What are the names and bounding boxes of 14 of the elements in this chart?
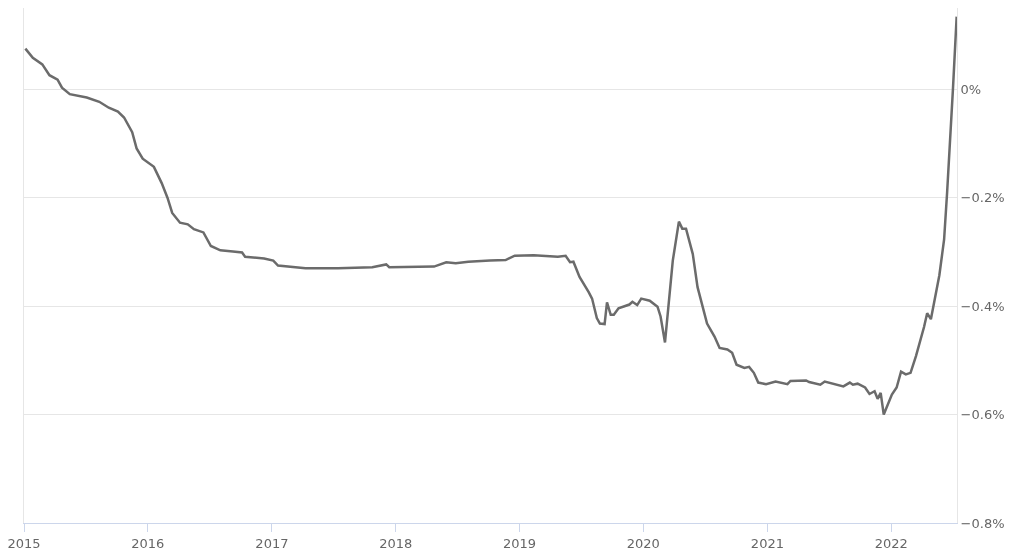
x-tick-label: 2015 [7,535,41,551]
x-tick-label: 2017 [255,535,289,551]
y-tick-label: −0.6% [960,407,1005,423]
x-tick-label: 2020 [626,535,660,551]
x-tick-label: 2022 [874,535,908,551]
y-tick-label: −0.8% [960,515,1005,531]
line-series [24,15,957,416]
x-tick-label: 2018 [379,535,413,551]
y-tick-label: −0.4% [960,298,1005,314]
x-tick-label: 2021 [750,535,784,551]
x-tick-label: 2016 [131,535,165,551]
y-tick-label: 0% [960,81,982,97]
x-tick-label: 2019 [502,535,537,551]
y-tick-label: −0.2% [960,190,1005,206]
